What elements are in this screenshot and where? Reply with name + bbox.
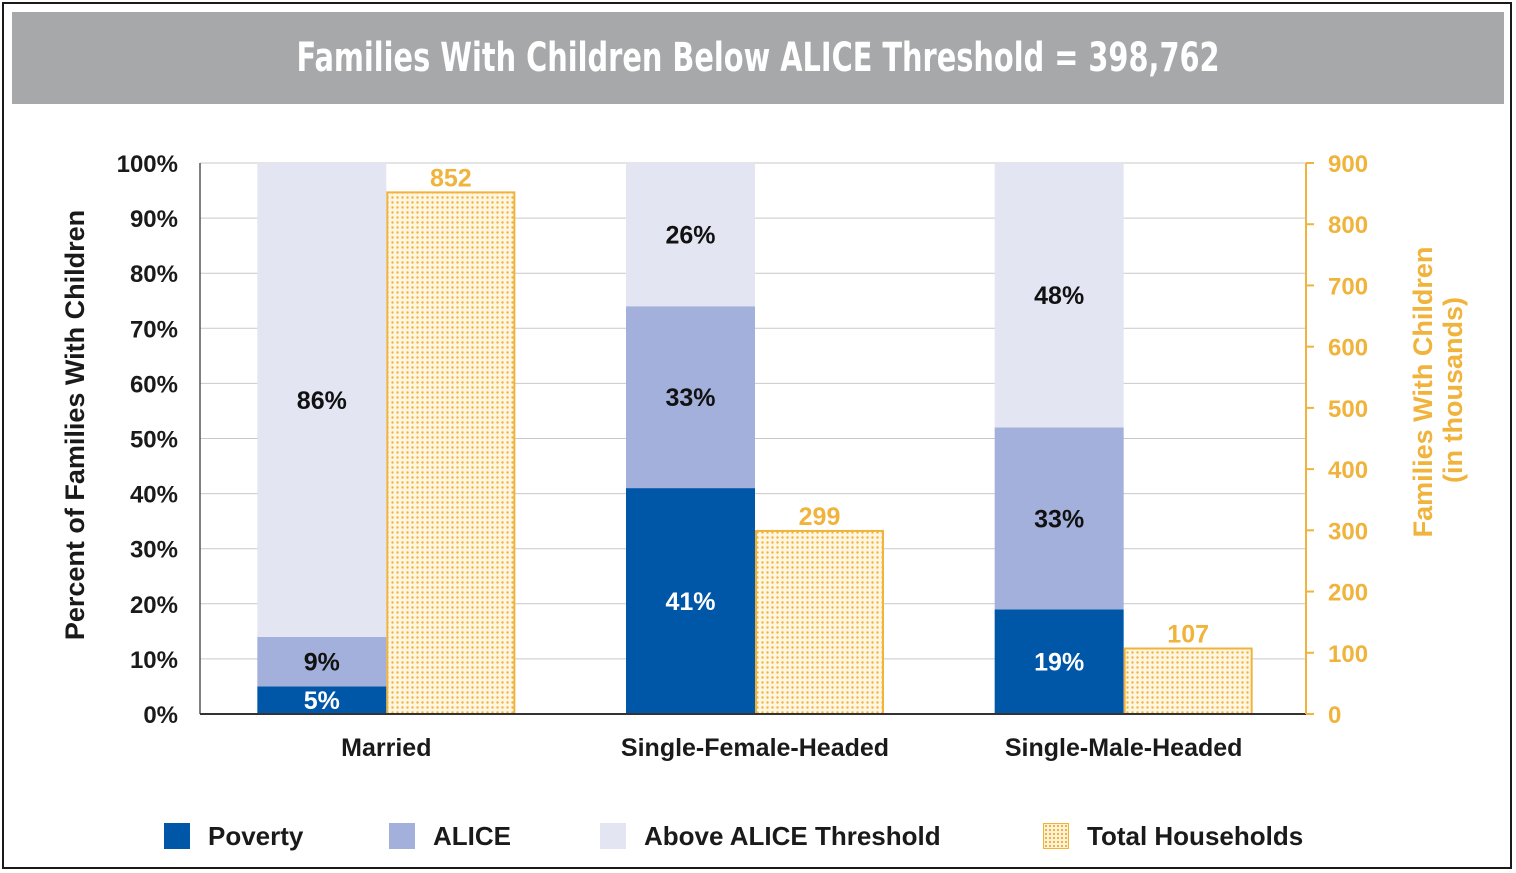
bar-segment-poverty — [626, 488, 755, 714]
y2-axis-title-line2: (in thousands) — [1438, 297, 1468, 483]
bar-segment-above-alice-threshold — [257, 163, 387, 637]
data-label-total: 107 — [1167, 620, 1209, 648]
legend-label-above-alice: Above ALICE Threshold — [644, 820, 941, 851]
bar-segment-poverty — [994, 609, 1124, 714]
bar-total-households — [1123, 647, 1253, 716]
y-tick-label: 10% — [130, 647, 178, 674]
bar-segment-above-alice-threshold — [626, 163, 755, 307]
data-label: 5% — [304, 687, 340, 715]
y-tick-label: 100% — [117, 151, 178, 178]
y-tick-label: 50% — [130, 427, 178, 454]
y-tick-label: 80% — [130, 261, 178, 288]
x-tick-label: Single-Male-Headed — [1005, 734, 1243, 762]
x-tick-label: Married — [341, 734, 431, 762]
y-tick-label: 0% — [143, 702, 178, 729]
bar-segment-alice — [994, 427, 1124, 610]
legend-item-total-households: Total Households — [1043, 812, 1303, 860]
y2-tick-label: 700 — [1328, 273, 1368, 300]
y2-tick-label: 200 — [1328, 580, 1368, 607]
y-tick-label: 20% — [130, 592, 178, 619]
y-axis-title: Percent of Families With Children — [60, 210, 90, 640]
legend-label-total-households: Total Households — [1087, 820, 1304, 851]
legend-swatch-above-alice — [600, 823, 626, 849]
title-banner: Families With Children Below ALICE Thres… — [12, 12, 1504, 104]
bars — [257, 163, 1253, 716]
y2-axis-title-line1: Families With Children — [1408, 247, 1438, 538]
y2-tick-label: 600 — [1328, 335, 1368, 362]
data-label: 41% — [665, 588, 715, 616]
axes — [199, 162, 1314, 715]
y-tick-label: 70% — [130, 316, 178, 343]
bar-segment-poverty — [257, 686, 387, 714]
y2-tick-label: 100 — [1328, 641, 1368, 668]
legend-label-alice: ALICE — [433, 820, 511, 851]
y-tick-label: 90% — [130, 206, 178, 233]
bar-segment-alice — [257, 636, 387, 687]
data-label: 48% — [1034, 282, 1084, 310]
y2-tick-label: 300 — [1328, 518, 1368, 545]
bar-segment-alice — [626, 306, 755, 489]
data-label-total: 852 — [430, 164, 472, 192]
y2-tick-label: 0 — [1328, 702, 1341, 729]
legend-swatch-alice — [389, 823, 415, 849]
data-label: 19% — [1034, 649, 1084, 677]
data-label-total: 299 — [799, 503, 841, 531]
legend-item-above-alice: Above ALICE Threshold — [600, 812, 941, 860]
bar-segment-above-alice-threshold — [994, 163, 1124, 428]
y-tick-label: 40% — [130, 482, 178, 509]
y-tick-label: 60% — [130, 371, 178, 398]
data-label: 33% — [665, 384, 715, 412]
labels: 0% 10% 20% 30% 40% 50% 60% 70% 80% 90% 100% 0 100 200… — [117, 151, 1368, 762]
data-label: 26% — [665, 222, 715, 250]
legend-label-poverty: Poverty — [208, 820, 304, 851]
legend-item-alice: ALICE — [389, 812, 511, 860]
y2-tick-label: 400 — [1328, 457, 1368, 484]
y2-tick-label: 900 — [1328, 151, 1368, 178]
legend: Poverty ALICE Above ALICE Threshold Tota… — [0, 812, 1516, 860]
data-label: 9% — [304, 649, 340, 677]
y2-tick-label: 800 — [1328, 212, 1368, 239]
data-label: 86% — [297, 387, 347, 415]
y-tick-label: 30% — [130, 537, 178, 564]
legend-swatch-poverty — [164, 823, 190, 849]
legend-swatch-total-households — [1043, 823, 1069, 849]
chart-title: Families With Children Below ALICE Thres… — [296, 35, 1220, 81]
data-label: 33% — [1034, 505, 1084, 533]
y2-tick-label: 500 — [1328, 396, 1368, 423]
bar-total-households — [755, 529, 884, 715]
x-tick-label: Single-Female-Headed — [621, 734, 889, 762]
legend-item-poverty: Poverty — [164, 812, 303, 860]
bar-total-households — [386, 191, 516, 716]
